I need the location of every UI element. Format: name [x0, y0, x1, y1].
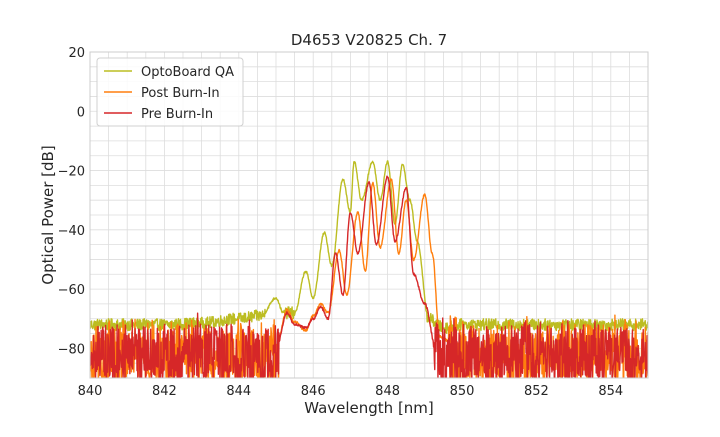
x-axis-label: Wavelength [nm] [304, 399, 434, 417]
legend-items: OptoBoard QA Post Burn-In Pre Burn-In [104, 65, 234, 122]
x-tick-label: 852 [524, 384, 549, 399]
chart-title: D4653 V20825 Ch. 7 [291, 31, 447, 49]
series-line-1 [90, 160, 648, 334]
x-tick-label: 854 [598, 384, 623, 399]
x-tick-label: 844 [226, 384, 251, 399]
y-axis-label: Optical Power [dB] [39, 145, 57, 284]
y-tick-label: −60 [58, 283, 85, 298]
y-tick-label: 20 [68, 46, 85, 61]
legend-label-1: OptoBoard QA [141, 65, 234, 80]
legend: OptoBoard QA Post Burn-In Pre Burn-In [96, 57, 244, 127]
y-tick-label: −20 [58, 165, 85, 180]
y-tick-label: −80 [58, 342, 85, 357]
x-tick-label: 842 [152, 384, 177, 399]
y-tick-label: 0 [77, 105, 85, 120]
x-tick-label: 846 [301, 384, 326, 399]
x-tick-label: 850 [450, 384, 475, 399]
series-layer [90, 160, 648, 378]
legend-label-3: Pre Burn-In [141, 107, 213, 122]
x-tick-label: 840 [78, 384, 103, 399]
legend-box [96, 57, 244, 127]
legend-label-2: Post Burn-In [141, 86, 220, 101]
y-tick-label: −40 [58, 224, 85, 239]
x-tick-label: 848 [375, 384, 400, 399]
plot-frame [89, 51, 649, 379]
tick-layer: 840 842 844 846 848 850 852 854 −80 −60 −40 −20 0 20 [58, 46, 624, 399]
series-line-3 [90, 175, 648, 378]
